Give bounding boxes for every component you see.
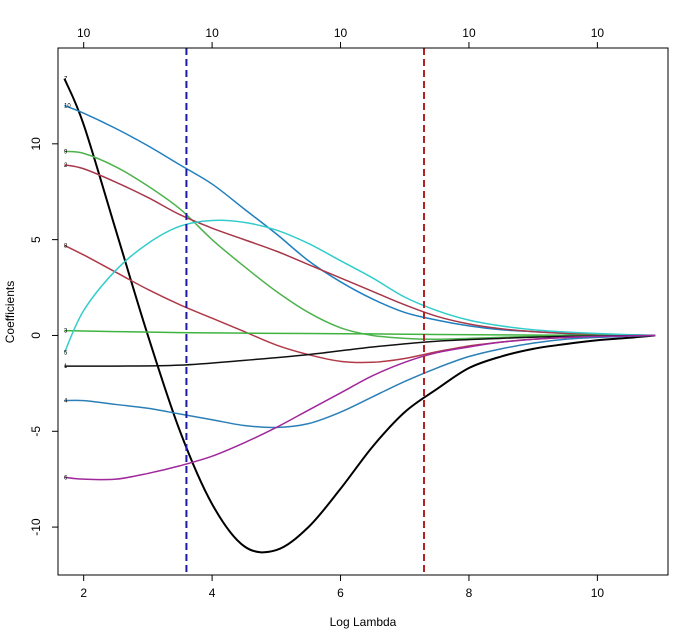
coefficient-line-8 — [64, 244, 656, 364]
y-tick-label: 5 — [29, 236, 43, 243]
line-label-4: 4 — [64, 399, 68, 405]
y-tick-label: 0 — [29, 332, 43, 339]
y-axis-title: Coefficients — [3, 281, 17, 343]
x-tick-label: 6 — [337, 586, 344, 600]
y-tick-label: -5 — [29, 426, 43, 437]
coefficient-line-1 — [64, 334, 656, 367]
top-tick-label: 10 — [591, 26, 605, 40]
coefficient-line-3 — [64, 329, 656, 337]
coefficient-line-4 — [64, 334, 656, 429]
x-tick-label: 2 — [80, 586, 87, 600]
coefficient-line-9 — [64, 150, 656, 341]
coefficient-line-2 — [64, 164, 656, 337]
vlines-layer — [185, 48, 425, 575]
y-tick-label: 10 — [29, 137, 43, 151]
top-tick-label: 10 — [334, 26, 348, 40]
coefficient-line-10 — [64, 104, 656, 337]
top-tick-label: 10 — [77, 26, 91, 40]
coefficient-line-5 — [63, 219, 656, 354]
top-tick-label: 10 — [462, 26, 476, 40]
x-tick-label: 10 — [591, 586, 605, 600]
top-tick-label: 10 — [205, 26, 219, 40]
line-label-6: 6 — [64, 475, 68, 481]
line-label-9: 9 — [64, 149, 68, 155]
lines-layer — [63, 78, 656, 554]
x-tick-label: 4 — [209, 586, 216, 600]
line-labels-layer: 7 10 9 2 8 3 5 1 4 6 — [64, 77, 71, 482]
line-label-1: 1 — [64, 364, 68, 370]
line-label-7: 7 — [64, 77, 68, 83]
line-label-8: 8 — [64, 243, 68, 249]
line-label-10: 10 — [64, 103, 71, 109]
plot-frame — [57, 47, 669, 576]
line-label-5: 5 — [64, 351, 68, 357]
coefficient-line-6 — [64, 334, 656, 481]
y-tick-label: -10 — [29, 518, 43, 536]
line-label-2: 2 — [64, 163, 68, 169]
x-axis-title: Log Lambda — [330, 615, 397, 629]
axes-layer: 2 4 6 8 10 10 10 10 10 10 -10 -5 0 5 10 — [29, 26, 604, 600]
line-label-3: 3 — [64, 329, 68, 335]
coefficient-line-7 — [63, 78, 656, 554]
x-tick-label: 8 — [466, 586, 473, 600]
